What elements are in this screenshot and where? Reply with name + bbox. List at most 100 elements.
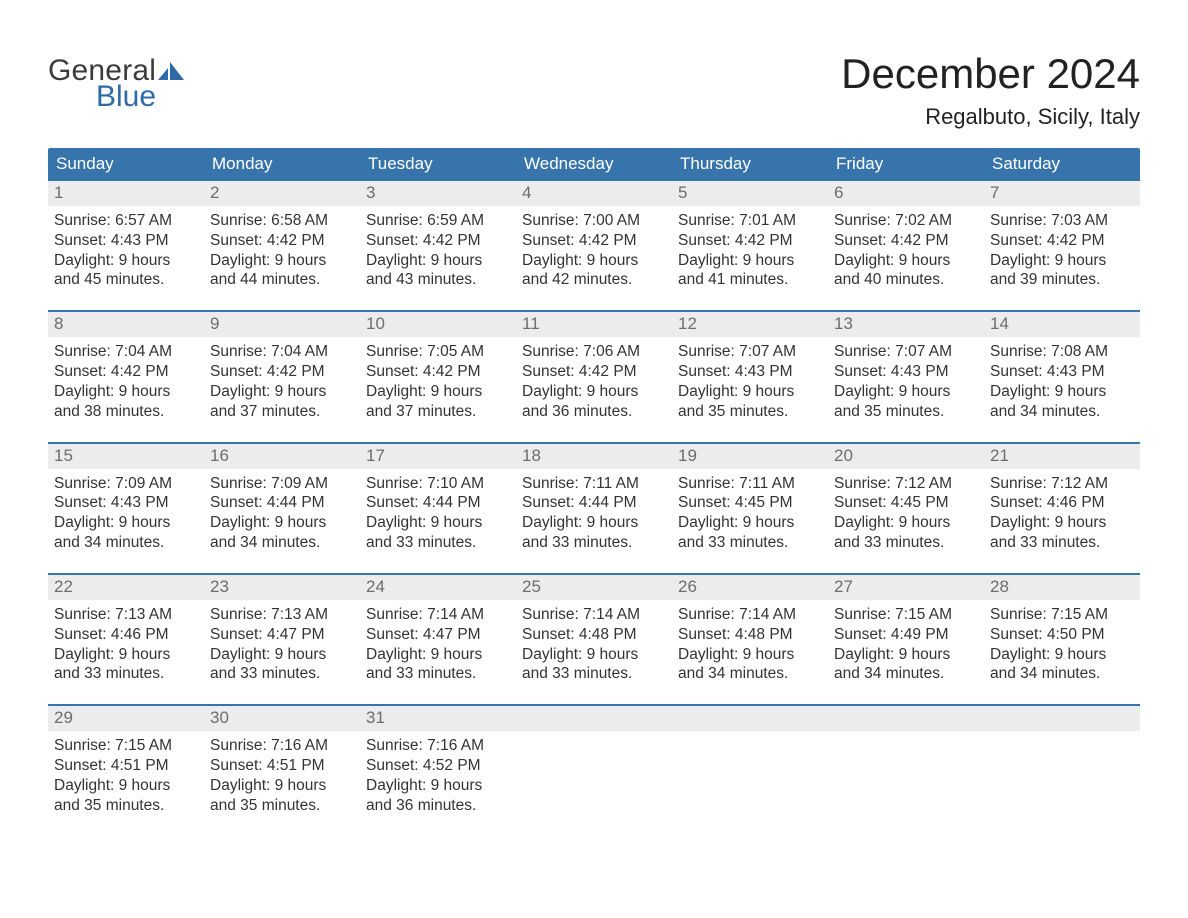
daylight-line-1: Daylight: 9 hours: [366, 776, 510, 796]
day-number: 25: [516, 575, 672, 600]
sunset-line: Sunset: 4:42 PM: [522, 362, 666, 382]
month-title: December 2024: [841, 50, 1140, 98]
sunset-line: Sunset: 4:48 PM: [678, 625, 822, 645]
day-details: Sunrise: 7:00 AMSunset: 4:42 PMDaylight:…: [516, 206, 672, 294]
daylight-line-2: and 37 minutes.: [366, 402, 510, 422]
day-cell: Sunrise: 7:06 AMSunset: 4:42 PMDaylight:…: [516, 337, 672, 425]
day-cell: Sunrise: 7:09 AMSunset: 4:43 PMDaylight:…: [48, 469, 204, 557]
sunset-line: Sunset: 4:46 PM: [54, 625, 198, 645]
sunset-line: Sunset: 4:49 PM: [834, 625, 978, 645]
day-cell: Sunrise: 7:16 AMSunset: 4:52 PMDaylight:…: [360, 731, 516, 819]
sunrise-line: Sunrise: 7:08 AM: [990, 342, 1134, 362]
sunset-line: Sunset: 4:50 PM: [990, 625, 1134, 645]
day-number: 22: [48, 575, 204, 600]
sunrise-line: Sunrise: 7:05 AM: [366, 342, 510, 362]
sunrise-line: Sunrise: 7:14 AM: [366, 605, 510, 625]
sunset-line: Sunset: 4:47 PM: [210, 625, 354, 645]
day-number-strip: 891011121314: [48, 312, 1140, 337]
sunset-line: Sunset: 4:47 PM: [366, 625, 510, 645]
sunrise-line: Sunrise: 7:09 AM: [54, 474, 198, 494]
week-row: 891011121314 Sunrise: 7:04 AM Sunset: 4:42…: [48, 310, 1140, 425]
day-details: Sunrise: 7:05 AMSunset: 4:42 PMDaylight:…: [360, 337, 516, 425]
sunrise-line: Sunrise: 7:11 AM: [522, 474, 666, 494]
sunset-line: Sunset: 4:48 PM: [522, 625, 666, 645]
daylight-line-1: Daylight: 9 hours: [834, 251, 978, 271]
day-number: 24: [360, 575, 516, 600]
sunset-line: Sunset: 4:42 PM: [366, 362, 510, 382]
sunset-line: Sunset: 4:43 PM: [834, 362, 978, 382]
sunrise-line: Sunrise: 7:09 AM: [210, 474, 354, 494]
week-body: Sunrise: 7:04 AM Sunset: 4:42 PM Daylight:…: [48, 337, 1140, 425]
day-cell: Sunrise: 6:58 AMSunset: 4:42 PMDaylight:…: [204, 206, 360, 294]
day-number: 21: [984, 444, 1140, 469]
day-cell: Sunrise: 7:01 AMSunset: 4:42 PMDaylight:…: [672, 206, 828, 294]
sunset-line: Sunset: 4:52 PM: [366, 756, 510, 776]
sunrise-line: Sunrise: 7:14 AM: [522, 605, 666, 625]
sunrise-line: Sunrise: 7:00 AM: [522, 211, 666, 231]
day-cell: Sunrise: 7:07 AMSunset: 4:43 PMDaylight:…: [672, 337, 828, 425]
day-cell: Sunrise: 7:12 AMSunset: 4:45 PMDaylight:…: [828, 469, 984, 557]
daylight-line-1: Daylight: 9 hours: [990, 645, 1134, 665]
day-number-strip: 22232425262728: [48, 575, 1140, 600]
day-cell: Sunrise: 7:10 AMSunset: 4:44 PMDaylight:…: [360, 469, 516, 557]
sunset-line: Sunset: 4:43 PM: [678, 362, 822, 382]
day-number-strip: 15161718192021: [48, 444, 1140, 469]
day-details: Sunrise: 7:16 AMSunset: 4:51 PMDaylight:…: [204, 731, 360, 819]
day-details: Sunrise: 7:04 AMSunset: 4:42 PMDaylight:…: [48, 337, 204, 425]
daylight-line-1: Daylight: 9 hours: [54, 776, 198, 796]
sunrise-line: Sunrise: 7:12 AM: [834, 474, 978, 494]
daylight-line-2: and 33 minutes.: [990, 533, 1134, 553]
day-cell: Sunrise: 7:11 AMSunset: 4:45 PMDaylight:…: [672, 469, 828, 557]
sunrise-line: Sunrise: 6:59 AM: [366, 211, 510, 231]
logo: General Blue: [48, 50, 184, 112]
day-number: 18: [516, 444, 672, 469]
daylight-line-1: Daylight: 9 hours: [522, 513, 666, 533]
sunset-line: Sunset: 4:51 PM: [210, 756, 354, 776]
day-details: Sunrise: 6:58 AMSunset: 4:42 PMDaylight:…: [204, 206, 360, 294]
daylight-line-2: and 36 minutes.: [366, 796, 510, 816]
day-details: Sunrise: 7:14 AMSunset: 4:48 PMDaylight:…: [672, 600, 828, 688]
sunrise-line: Sunrise: 7:07 AM: [834, 342, 978, 362]
header: General Blue December 2024 Regalbuto, Si…: [48, 50, 1140, 130]
sunrise-line: Sunrise: 7:12 AM: [990, 474, 1134, 494]
sunset-line: Sunset: 4:45 PM: [678, 493, 822, 513]
day-cell: [516, 731, 672, 819]
daylight-line-1: Daylight: 9 hours: [522, 645, 666, 665]
sunrise-line: Sunrise: 7:04 AM: [210, 342, 354, 362]
day-number: 11: [516, 312, 672, 337]
daylight-line-1: Daylight: 9 hours: [54, 382, 198, 402]
sunset-line: Sunset: 4:42 PM: [366, 231, 510, 251]
daylight-line-1: Daylight: 9 hours: [210, 251, 354, 271]
dow-wednesday: Wednesday: [516, 148, 672, 181]
day-cell: [984, 731, 1140, 819]
day-number: 5: [672, 181, 828, 206]
day-cell: Sunrise: 7:14 AMSunset: 4:48 PMDaylight:…: [672, 600, 828, 688]
sunset-line: Sunset: 4:42 PM: [210, 231, 354, 251]
day-cell: [672, 731, 828, 819]
location-subtitle: Regalbuto, Sicily, Italy: [841, 104, 1140, 130]
day-number: 13: [828, 312, 984, 337]
day-details: Sunrise: 7:13 AMSunset: 4:47 PMDaylight:…: [204, 600, 360, 688]
day-details: Sunrise: 7:15 AMSunset: 4:49 PMDaylight:…: [828, 600, 984, 688]
daylight-line-2: and 45 minutes.: [54, 270, 198, 290]
day-details: Sunrise: 6:59 AMSunset: 4:42 PMDaylight:…: [360, 206, 516, 294]
day-number: 3: [360, 181, 516, 206]
daylight-line-2: and 33 minutes.: [366, 664, 510, 684]
logo-word-2: Blue: [96, 82, 184, 112]
day-details: Sunrise: 7:12 AMSunset: 4:45 PMDaylight:…: [828, 469, 984, 557]
daylight-line-1: Daylight: 9 hours: [54, 251, 198, 271]
sunrise-line: Sunrise: 7:14 AM: [678, 605, 822, 625]
logo-sail-icon: [158, 62, 184, 80]
daylight-line-1: Daylight: 9 hours: [522, 251, 666, 271]
daylight-line-1: Daylight: 9 hours: [990, 382, 1134, 402]
day-number: 17: [360, 444, 516, 469]
sunset-line: Sunset: 4:43 PM: [54, 493, 198, 513]
sunset-line: Sunset: 4:44 PM: [522, 493, 666, 513]
daylight-line-1: Daylight: 9 hours: [366, 251, 510, 271]
day-cell: Sunrise: 7:12 AMSunset: 4:46 PMDaylight:…: [984, 469, 1140, 557]
day-details: Sunrise: 7:12 AMSunset: 4:46 PMDaylight:…: [984, 469, 1140, 557]
sunset-line: Sunset: 4:45 PM: [834, 493, 978, 513]
day-cell: Sunrise: 7:04 AMSunset: 4:42 PMDaylight:…: [204, 337, 360, 425]
sunrise-line: Sunrise: 6:57 AM: [54, 211, 198, 231]
day-number: [828, 706, 984, 731]
